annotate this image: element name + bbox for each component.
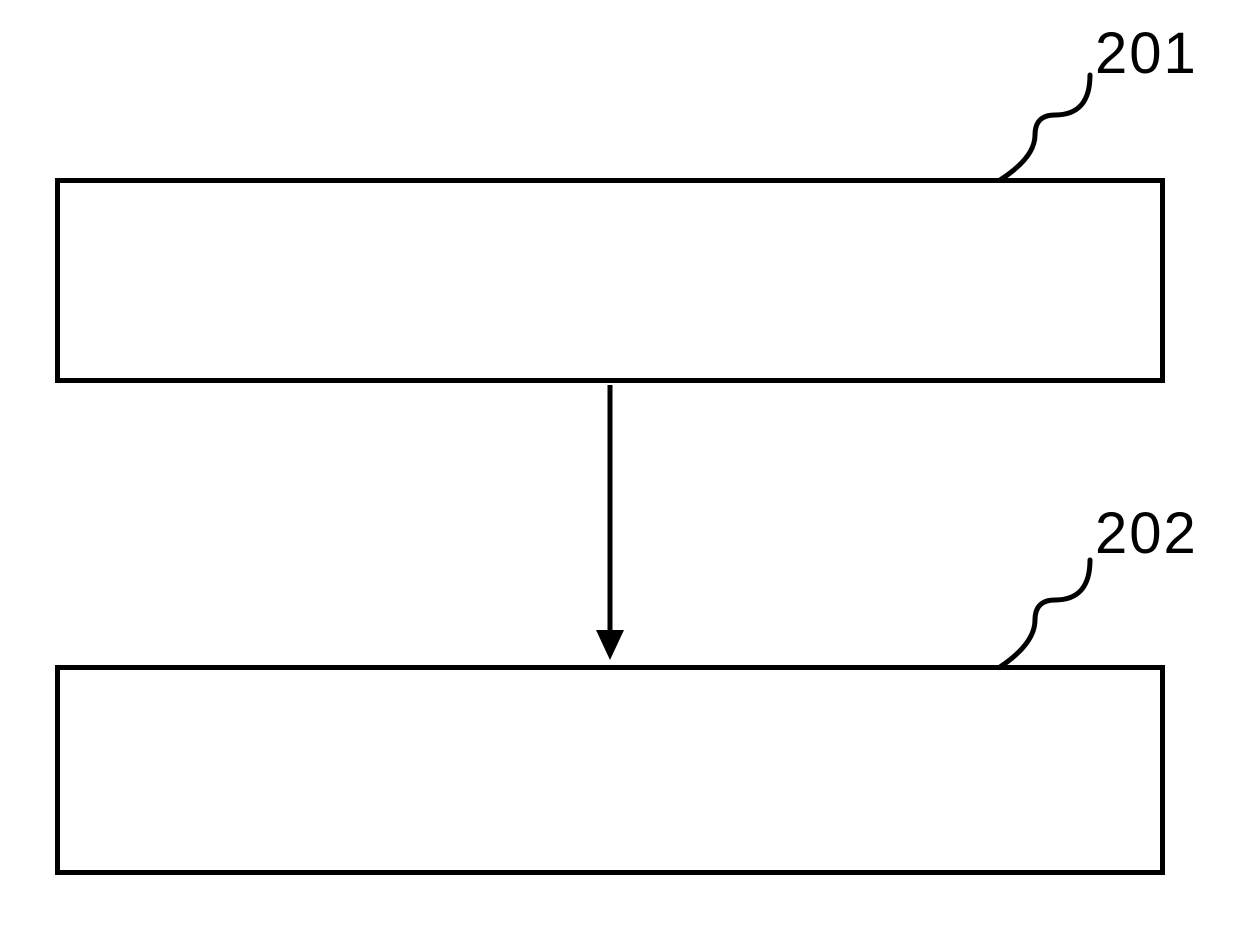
leader-line-202 — [1000, 560, 1090, 667]
node-label-201: 201 — [1095, 20, 1198, 87]
node-label-202: 202 — [1095, 500, 1198, 567]
leader-line-201 — [1000, 75, 1090, 180]
flow-node-201 — [55, 178, 1165, 383]
flow-arrow-head-icon — [596, 630, 624, 660]
flow-node-202 — [55, 665, 1165, 875]
diagram-canvas: 201 202 — [0, 0, 1240, 942]
